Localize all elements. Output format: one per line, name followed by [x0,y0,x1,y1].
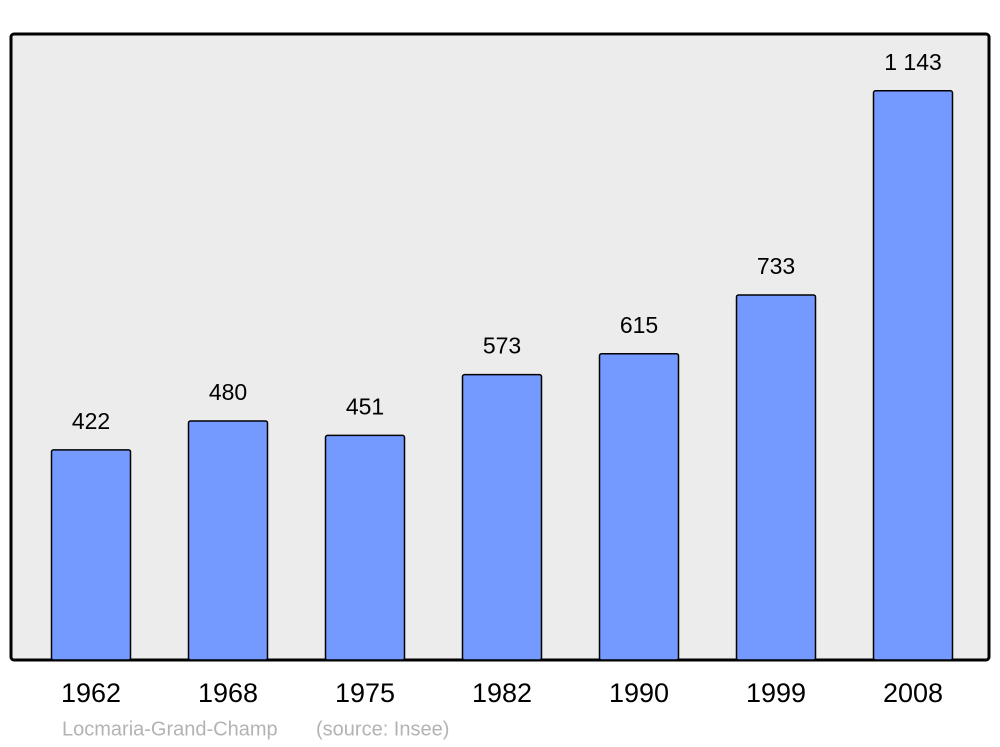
bar [50,449,132,661]
x-tick-label: 1962 [61,678,121,708]
source: (source: Insee) [316,718,449,740]
x-tick-label: 1999 [746,678,806,708]
x-tick-label: 1982 [472,678,532,708]
x-tick-label: 1990 [609,678,669,708]
bar [324,434,406,661]
bar [872,90,954,661]
caption: Locmaria-Grand-Champ [62,718,278,740]
x-tick-label: 1968 [198,678,258,708]
value-label: 422 [72,408,110,434]
x-tick-label: 2008 [883,678,943,708]
bar [598,352,680,661]
value-label: 1 143 [884,49,942,75]
value-label: 480 [209,379,247,405]
bar [735,294,817,661]
value-label: 451 [346,393,384,419]
x-tick-label: 1975 [335,678,395,708]
bar [187,420,269,661]
value-label: 615 [620,312,658,338]
bar [461,373,543,661]
value-label: 733 [757,253,795,279]
value-label: 573 [483,333,521,359]
